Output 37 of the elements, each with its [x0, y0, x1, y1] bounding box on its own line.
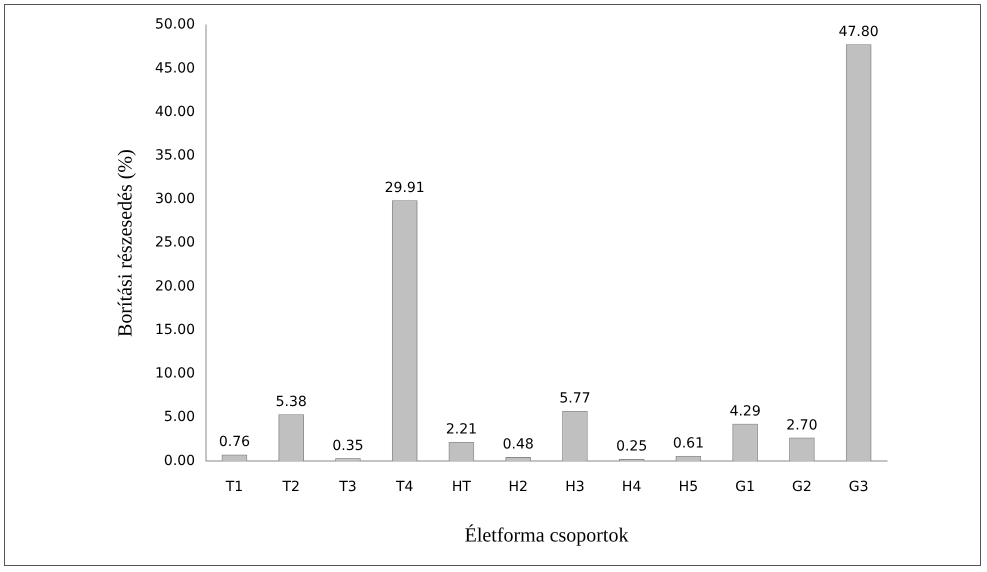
y-tick-label: 25.00 [154, 234, 196, 251]
x-tick-label: T2 [281, 479, 300, 496]
data-label: 0.35 [332, 438, 364, 454]
y-axis-title: Borítási részesedés (%) [114, 149, 136, 337]
y-tick-label: 0.00 [164, 452, 196, 469]
data-label: 0.61 [672, 436, 704, 452]
data-label: 2.21 [446, 422, 478, 438]
data-label: 0.76 [218, 434, 250, 450]
x-tick-label: H3 [565, 479, 585, 496]
x-tick-label: HT [452, 479, 472, 496]
data-label: 4.29 [730, 403, 761, 420]
data-label: 5.77 [559, 390, 590, 407]
data-label: 47.80 [838, 24, 879, 40]
data-label: 5.38 [276, 394, 307, 410]
x-tick-label: T3 [338, 479, 357, 496]
x-tick-label: G1 [735, 479, 756, 496]
x-tick-label: T1 [224, 479, 244, 496]
x-axis-title: Életforma csoportok [464, 523, 628, 546]
x-tick-label: T4 [394, 479, 414, 496]
y-tick-label: 10.00 [154, 366, 196, 382]
data-label: 0.25 [616, 438, 648, 455]
data-label: 29.91 [384, 180, 425, 196]
y-tick-label: 50.00 [154, 16, 196, 33]
y-tick-label: 5.00 [164, 409, 196, 426]
y-tick-label: 15.00 [154, 322, 196, 338]
x-tick-label: H4 [622, 479, 642, 496]
x-tick-label: H5 [678, 479, 698, 496]
y-tick-label: 45.00 [154, 60, 196, 76]
y-tick-label: 40.00 [154, 104, 196, 120]
x-tick-label: H2 [508, 479, 528, 496]
x-tick-label: G3 [848, 479, 869, 496]
y-tick-label: 30.00 [154, 191, 196, 208]
y-tick-label: 20.00 [154, 278, 196, 294]
x-tick-label: G2 [792, 479, 812, 496]
data-label: 0.48 [502, 436, 534, 453]
data-label: 2.70 [786, 417, 818, 434]
y-tick-label: 35.00 [154, 148, 196, 164]
